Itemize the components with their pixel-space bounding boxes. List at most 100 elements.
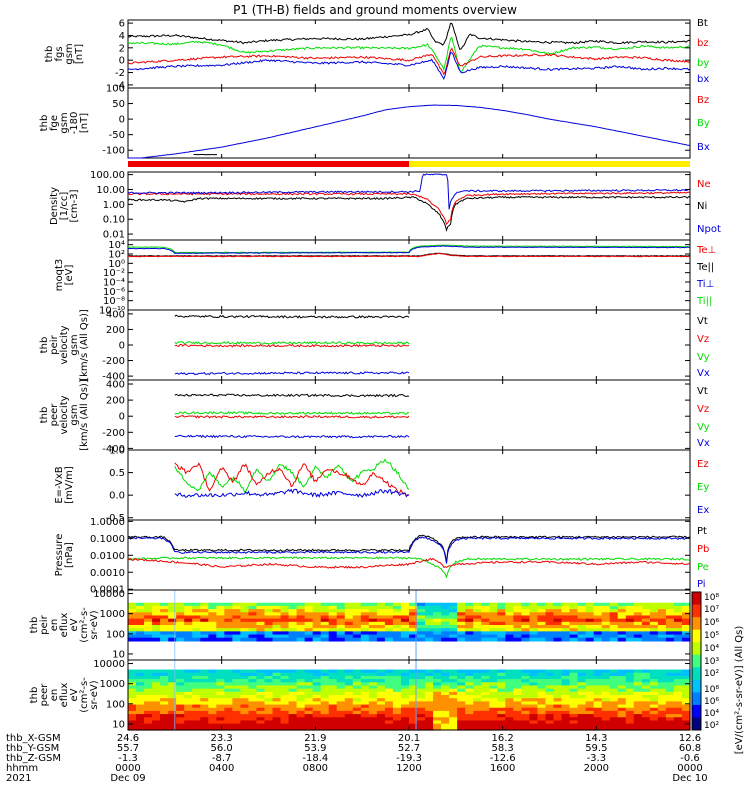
ytick-label: 1.00 <box>103 200 125 211</box>
ylabel-line: [km/s (All Qs)] <box>79 379 90 451</box>
colorbar-label: [eV/(cm²-s-sr-eV)] (All Qs) <box>734 626 745 755</box>
legend-entry-peer_vel: Vt <box>697 386 708 397</box>
legend-entry-efield: Ex <box>697 505 709 516</box>
colorbar-tick-label: 10⁸ <box>704 593 719 603</box>
ylabel-line: [km/s (All Qs)] <box>79 309 90 381</box>
legend-entry-peer_vel: Vz <box>697 404 709 415</box>
ylabel-line: [nT] <box>79 113 90 133</box>
legend-entry-pressure: Pt <box>697 526 707 537</box>
colorbar-tick-label: 10² <box>704 721 719 731</box>
ephem-hhmm: 0400 <box>209 763 234 774</box>
ytick-label: 1.0 <box>109 446 125 457</box>
legend-entry-peir_vel: Vx <box>697 368 710 379</box>
ephem-date: Dec 09 <box>110 773 145 784</box>
ylabel-line: sr-eV) <box>89 680 100 709</box>
ytick-label: 1000 <box>100 679 125 690</box>
ytick-label: 200 <box>106 396 125 407</box>
legend-entry-fgs: by <box>697 58 709 69</box>
ytick-label: 200 <box>106 325 125 336</box>
legend-entry-temp: Te|| <box>696 262 714 273</box>
mode-bar-segment <box>409 161 690 167</box>
ytick-label: 400 <box>106 380 125 391</box>
ytick-label: 2 <box>119 43 125 54</box>
ytick-label: 4 <box>119 31 125 42</box>
ytick-label: 0.0010 <box>90 568 125 579</box>
colorbar-tick-label: 10⁵ <box>704 631 719 641</box>
colorbar-tick-label: 10³ <box>704 657 719 667</box>
ytick-label: 0.10 <box>103 215 125 226</box>
ytick-label: -100 <box>102 146 125 157</box>
ytick-label: -200 <box>102 356 125 367</box>
ephem-date: Dec 10 <box>672 773 707 784</box>
legend-entry-temp: Te⊥ <box>696 245 716 256</box>
ytick-label: -200 <box>102 428 125 439</box>
legend-entry-peir_vel: Vy <box>697 352 710 363</box>
spectrogram-peer_en <box>128 660 691 731</box>
legend-entry-fgs: bx <box>697 74 709 85</box>
ytick-label: 1.0000 <box>90 517 125 528</box>
ylabel-line: [nPa] <box>64 542 75 568</box>
colorbar-tick-label: 10⁸ <box>704 685 719 695</box>
ytick-label: -2 <box>115 68 125 79</box>
legend-entry-peer_vel: Vx <box>697 438 710 449</box>
legend-entry-efield: Ez <box>697 459 709 470</box>
ytick-label: 0 <box>119 56 125 67</box>
legend-entry-fgs: Bt <box>697 18 708 29</box>
legend-entry-peer_vel: Vy <box>697 422 710 433</box>
ytick-label: 10000 <box>93 659 125 670</box>
ytick-label: 1000 <box>100 609 125 620</box>
ytick-label: -50 <box>109 130 125 141</box>
ytick-label: 0.0100 <box>90 551 125 562</box>
ylabel-line: sr-eV) <box>89 610 100 639</box>
colorbar-tick-label: 10² <box>704 669 719 679</box>
legend-entry-peir_vel: Vt <box>697 316 708 327</box>
legend-entry-pressure: Pb <box>697 544 709 555</box>
legend-entry-temp: Ti⊥ <box>696 279 714 290</box>
ylabel-line: [mV/m] <box>64 466 75 504</box>
ephem-row-label: 2021 <box>6 773 31 784</box>
legend-entry-pressure: Pe <box>697 562 709 573</box>
ytick-label: 0 <box>119 412 125 423</box>
legend-entry-fge: Bx <box>697 142 710 153</box>
ytick-label: 10.00 <box>96 185 125 196</box>
ytick-label: 0.0 <box>109 491 125 502</box>
mode-bar-segment <box>128 161 409 167</box>
ylabel-line: [cm-3] <box>69 189 80 222</box>
colorbar-tick-label: 10⁴ <box>704 709 719 719</box>
ytick-label: 50 <box>112 99 125 110</box>
ytick-label: 100 <box>106 629 125 640</box>
legend-entry-density: Ni <box>697 201 707 212</box>
colorbar-tick-label: 10⁴ <box>704 644 719 654</box>
colorbar-tick-label: 10⁶ <box>704 697 719 707</box>
ytick-label: 100 <box>106 84 125 95</box>
ytick-label: 10 <box>112 719 125 730</box>
ephem-hhmm: 2000 <box>584 763 609 774</box>
legend-entry-fgs: bz <box>697 38 709 49</box>
legend-entry-fge: Bz <box>697 95 709 106</box>
ephem-hhmm: 1600 <box>490 763 515 774</box>
ytick-label: 100 <box>106 699 125 710</box>
ephem-hhmm: 0800 <box>303 763 328 774</box>
ytick-label: 100.00 <box>90 170 125 181</box>
ytick-label: 0.1000 <box>90 534 125 545</box>
ytick-label: 0 <box>119 115 125 126</box>
ylabel-line: [nT] <box>74 44 85 64</box>
ytick-label: 6 <box>119 19 125 30</box>
ytick-label: 400 <box>106 309 125 320</box>
colorbar-tick-label: 10⁶ <box>704 618 719 628</box>
ylabel-line: [eV] <box>64 265 75 286</box>
ephem-hhmm: 1200 <box>396 763 421 774</box>
legend-entry-temp: Ti|| <box>696 296 712 307</box>
ytick-label: 0.5 <box>109 468 125 479</box>
legend-entry-density: Ne <box>697 179 711 190</box>
ytick-label: 0.01 <box>103 230 125 241</box>
legend-entry-efield: Ey <box>697 482 709 493</box>
ytick-label: 10000 <box>93 589 125 600</box>
legend-entry-fge: By <box>697 118 710 129</box>
legend-entry-peir_vel: Vz <box>697 334 709 345</box>
plot-title: P1 (TH-B) fields and ground moments over… <box>233 3 517 17</box>
colorbar-tick-label: 10⁷ <box>704 605 719 615</box>
